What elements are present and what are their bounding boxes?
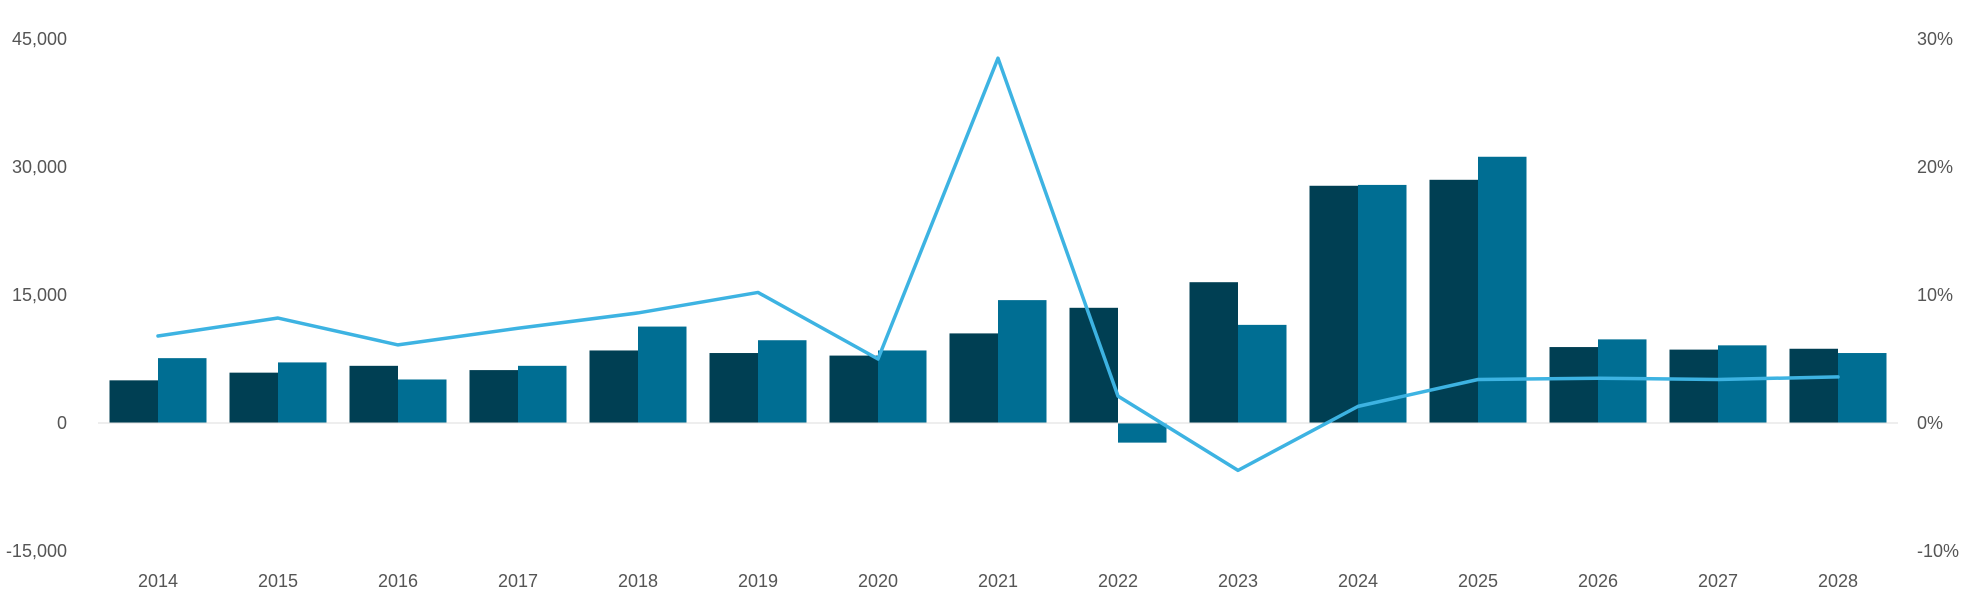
x-tick-label-2023: 2023: [1218, 571, 1258, 591]
bar-series-2-2020: [878, 350, 927, 423]
line-layer: [156, 56, 1840, 473]
x-tick-label-2016: 2016: [378, 571, 418, 591]
bar-series-2-2023: [1238, 324, 1287, 423]
right-tick-label: 20%: [1917, 157, 1953, 177]
bar-series-1-2021: [949, 333, 998, 423]
bar-series-2-2017: [518, 365, 567, 423]
bar-series-1-2023: [1189, 282, 1238, 423]
right-tick-label: 0%: [1917, 413, 1943, 433]
x-tick-label-2027: 2027: [1698, 571, 1738, 591]
bar-series-1-2018: [589, 350, 638, 423]
x-tick-label-2028: 2028: [1818, 571, 1858, 591]
bar-series-2-2024: [1358, 184, 1407, 423]
bar-series-2-2022: [1118, 423, 1167, 443]
x-tick-label-2025: 2025: [1458, 571, 1498, 591]
x-tick-label-2022: 2022: [1098, 571, 1138, 591]
bar-series-2-2014: [158, 358, 207, 423]
right-axis: -10% 0% 10% 20% 30%: [1917, 29, 1959, 561]
x-tick-label-2024: 2024: [1338, 571, 1378, 591]
bar-series-2-2026: [1598, 339, 1647, 423]
left-tick-label: 15,000: [12, 285, 67, 305]
left-tick-label: 45,000: [12, 29, 67, 49]
x-tick-label-2021: 2021: [978, 571, 1018, 591]
x-tick-label-2018: 2018: [618, 571, 658, 591]
x-axis: 2014 2015 2016 2017 2018 2019 2020 2021 2022 2023…: [138, 571, 1858, 591]
bar-series-1-2019: [709, 353, 758, 423]
bar-series-1-2014: [109, 380, 158, 423]
x-tick-label-2014: 2014: [138, 571, 178, 591]
left-tick-label: 0: [57, 413, 67, 433]
left-axis: -15,000 0 15,000 30,000 45,000: [6, 29, 67, 561]
x-tick-label-2026: 2026: [1578, 571, 1618, 591]
bar-series-1-2015: [229, 372, 278, 423]
bars-layer: [109, 156, 1887, 443]
right-tick-label: 30%: [1917, 29, 1953, 49]
bar-series-2-2021: [998, 300, 1047, 423]
x-tick-label-2015: 2015: [258, 571, 298, 591]
x-tick-label-2020: 2020: [858, 571, 898, 591]
bar-series-1-2028: [1789, 348, 1838, 423]
bar-series-2-2018: [638, 326, 687, 423]
bar-series-2-2027: [1718, 345, 1767, 423]
bar-series-1-2020: [829, 355, 878, 423]
right-tick-label: -10%: [1917, 541, 1959, 561]
bar-series-1-2026: [1549, 347, 1598, 423]
x-tick-label-2019: 2019: [738, 571, 778, 591]
bar-series-2-2028: [1838, 353, 1887, 423]
left-tick-label: -15,000: [6, 541, 67, 561]
bar-series-2-2015: [278, 362, 327, 423]
bar-series-1-2017: [469, 370, 518, 423]
bar-series-2-2016: [398, 379, 447, 423]
left-tick-label: 30,000: [12, 157, 67, 177]
right-tick-label: 10%: [1917, 285, 1953, 305]
bar-series-1-2027: [1669, 349, 1718, 423]
x-tick-label-2017: 2017: [498, 571, 538, 591]
bar-series-2-2025: [1478, 156, 1527, 423]
bar-series-1-2016: [349, 365, 398, 423]
bar-series-2-2019: [758, 340, 807, 423]
bar-series-1-2024: [1309, 185, 1358, 423]
